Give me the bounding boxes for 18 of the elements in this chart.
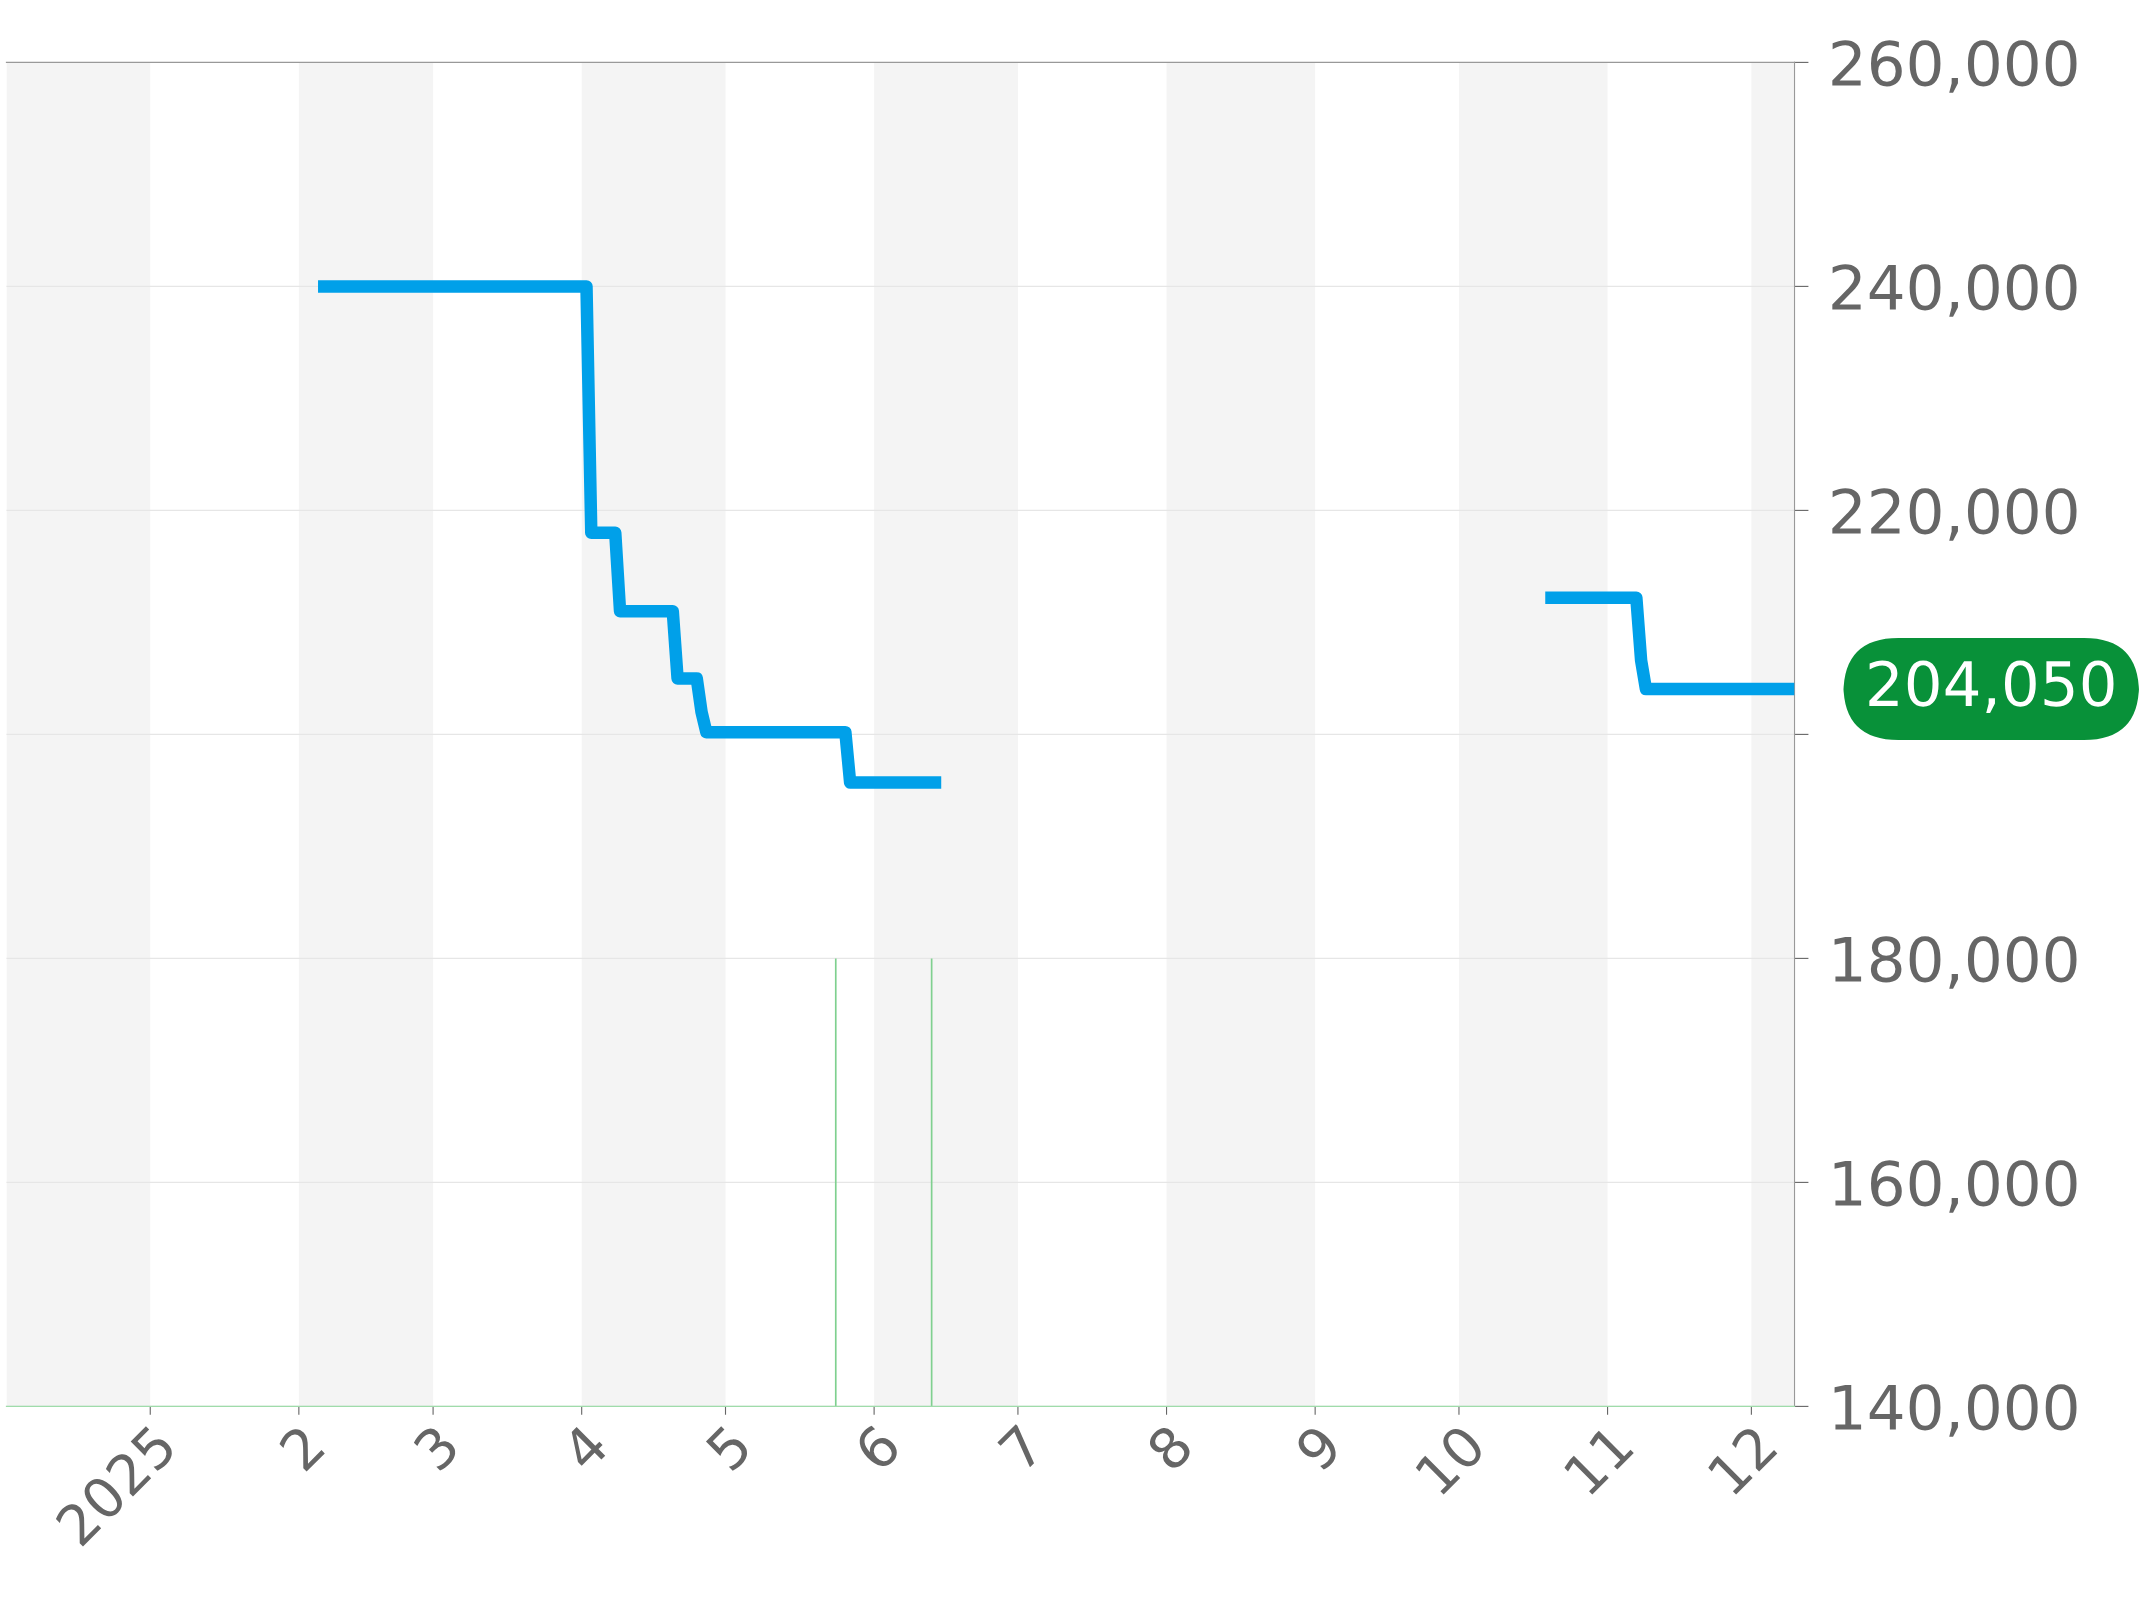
x-tick-label: 6 <box>852 1422 903 1473</box>
y-tick-label: 140,000 <box>1834 1384 2077 1437</box>
x-tick-label: 4 <box>559 1423 610 1473</box>
x-tick-label: 10 <box>1413 1422 1487 1496</box>
y-tick-label: 220,000 <box>1832 488 2077 541</box>
y-tick-label: 180,000 <box>1834 936 2077 989</box>
x-tick-label: 3 <box>411 1423 461 1472</box>
annotation: 204,050 <box>1869 660 2114 714</box>
x-tick-label: 8 <box>1144 1422 1195 1473</box>
x-tick-label: 12 <box>1706 1424 1778 1496</box>
x-tick-label: 11 <box>1563 1424 1634 1496</box>
y-tick-label: 240,000 <box>1832 264 2077 317</box>
x-tick-label: 9 <box>1293 1423 1343 1473</box>
x-tick-label: 5 <box>704 1424 753 1472</box>
y-tick-label: 160,000 <box>1834 1160 2077 1213</box>
y-tick-label: 260,000 <box>1832 40 2077 93</box>
x-tick-label: 7 <box>997 1424 1045 1472</box>
x-tick-label: 2 <box>277 1424 325 1472</box>
